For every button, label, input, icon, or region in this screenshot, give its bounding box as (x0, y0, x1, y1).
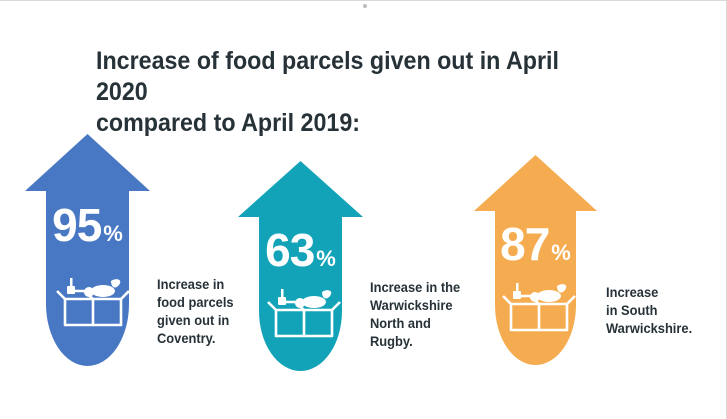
stat-coventry: 95% (25, 198, 150, 252)
caption-warwickshire-north-line-3: North and (370, 315, 431, 331)
stat-warwickshire-north: 63% (238, 223, 363, 277)
stat-coventry-unit: % (103, 221, 123, 246)
food-box-icon (267, 289, 341, 338)
caption-warwickshire-north-line-1: Increase in the (370, 279, 461, 295)
food-box-icon (502, 283, 576, 332)
caption-south-warwickshire-line-2: in South (606, 302, 658, 318)
caption-warwickshire-north-line-4: Rugby. (370, 333, 413, 349)
caption-south-warwickshire-line-1: Increase (606, 284, 659, 300)
stat-warwickshire-north-unit: % (316, 246, 336, 271)
arrow-coventry: 95% (25, 134, 150, 366)
caption-coventry-line-4: Coventry. (157, 330, 216, 346)
stat-south-warwickshire: 87% (474, 217, 597, 271)
arrow-south-warwickshire: 87% (474, 155, 597, 365)
caption-coventry-line-3: given out in (157, 312, 230, 328)
caption-south-warwickshire-line-3: Warwickshire. (606, 320, 693, 336)
stat-south-warwickshire-unit: % (551, 240, 571, 265)
infographic-title: Increase of food parcels given out in Ap… (96, 46, 617, 139)
caption-south-warwickshire: Increase in South Warwickshire. (606, 283, 692, 337)
stat-south-warwickshire-value: 87 (500, 218, 550, 270)
frame-dot (363, 4, 367, 8)
title-line-2: compared to April 2019: (96, 109, 361, 137)
food-box-icon (56, 278, 130, 327)
caption-warwickshire-north-line-2: Warwickshire (370, 297, 453, 313)
caption-warwickshire-north: Increase in the Warwickshire North and R… (370, 278, 460, 350)
arrow-coventry-shape (25, 134, 150, 366)
stat-warwickshire-north-value: 63 (265, 224, 315, 276)
title-line-1: Increase of food parcels given out in Ap… (96, 47, 559, 106)
caption-coventry: Increase in food parcels given out in Co… (157, 275, 234, 347)
caption-coventry-line-1: Increase in (157, 276, 225, 292)
stat-coventry-value: 95 (52, 199, 102, 251)
arrow-warwickshire-north: 63% (238, 161, 363, 371)
caption-coventry-line-2: food parcels (157, 294, 234, 310)
